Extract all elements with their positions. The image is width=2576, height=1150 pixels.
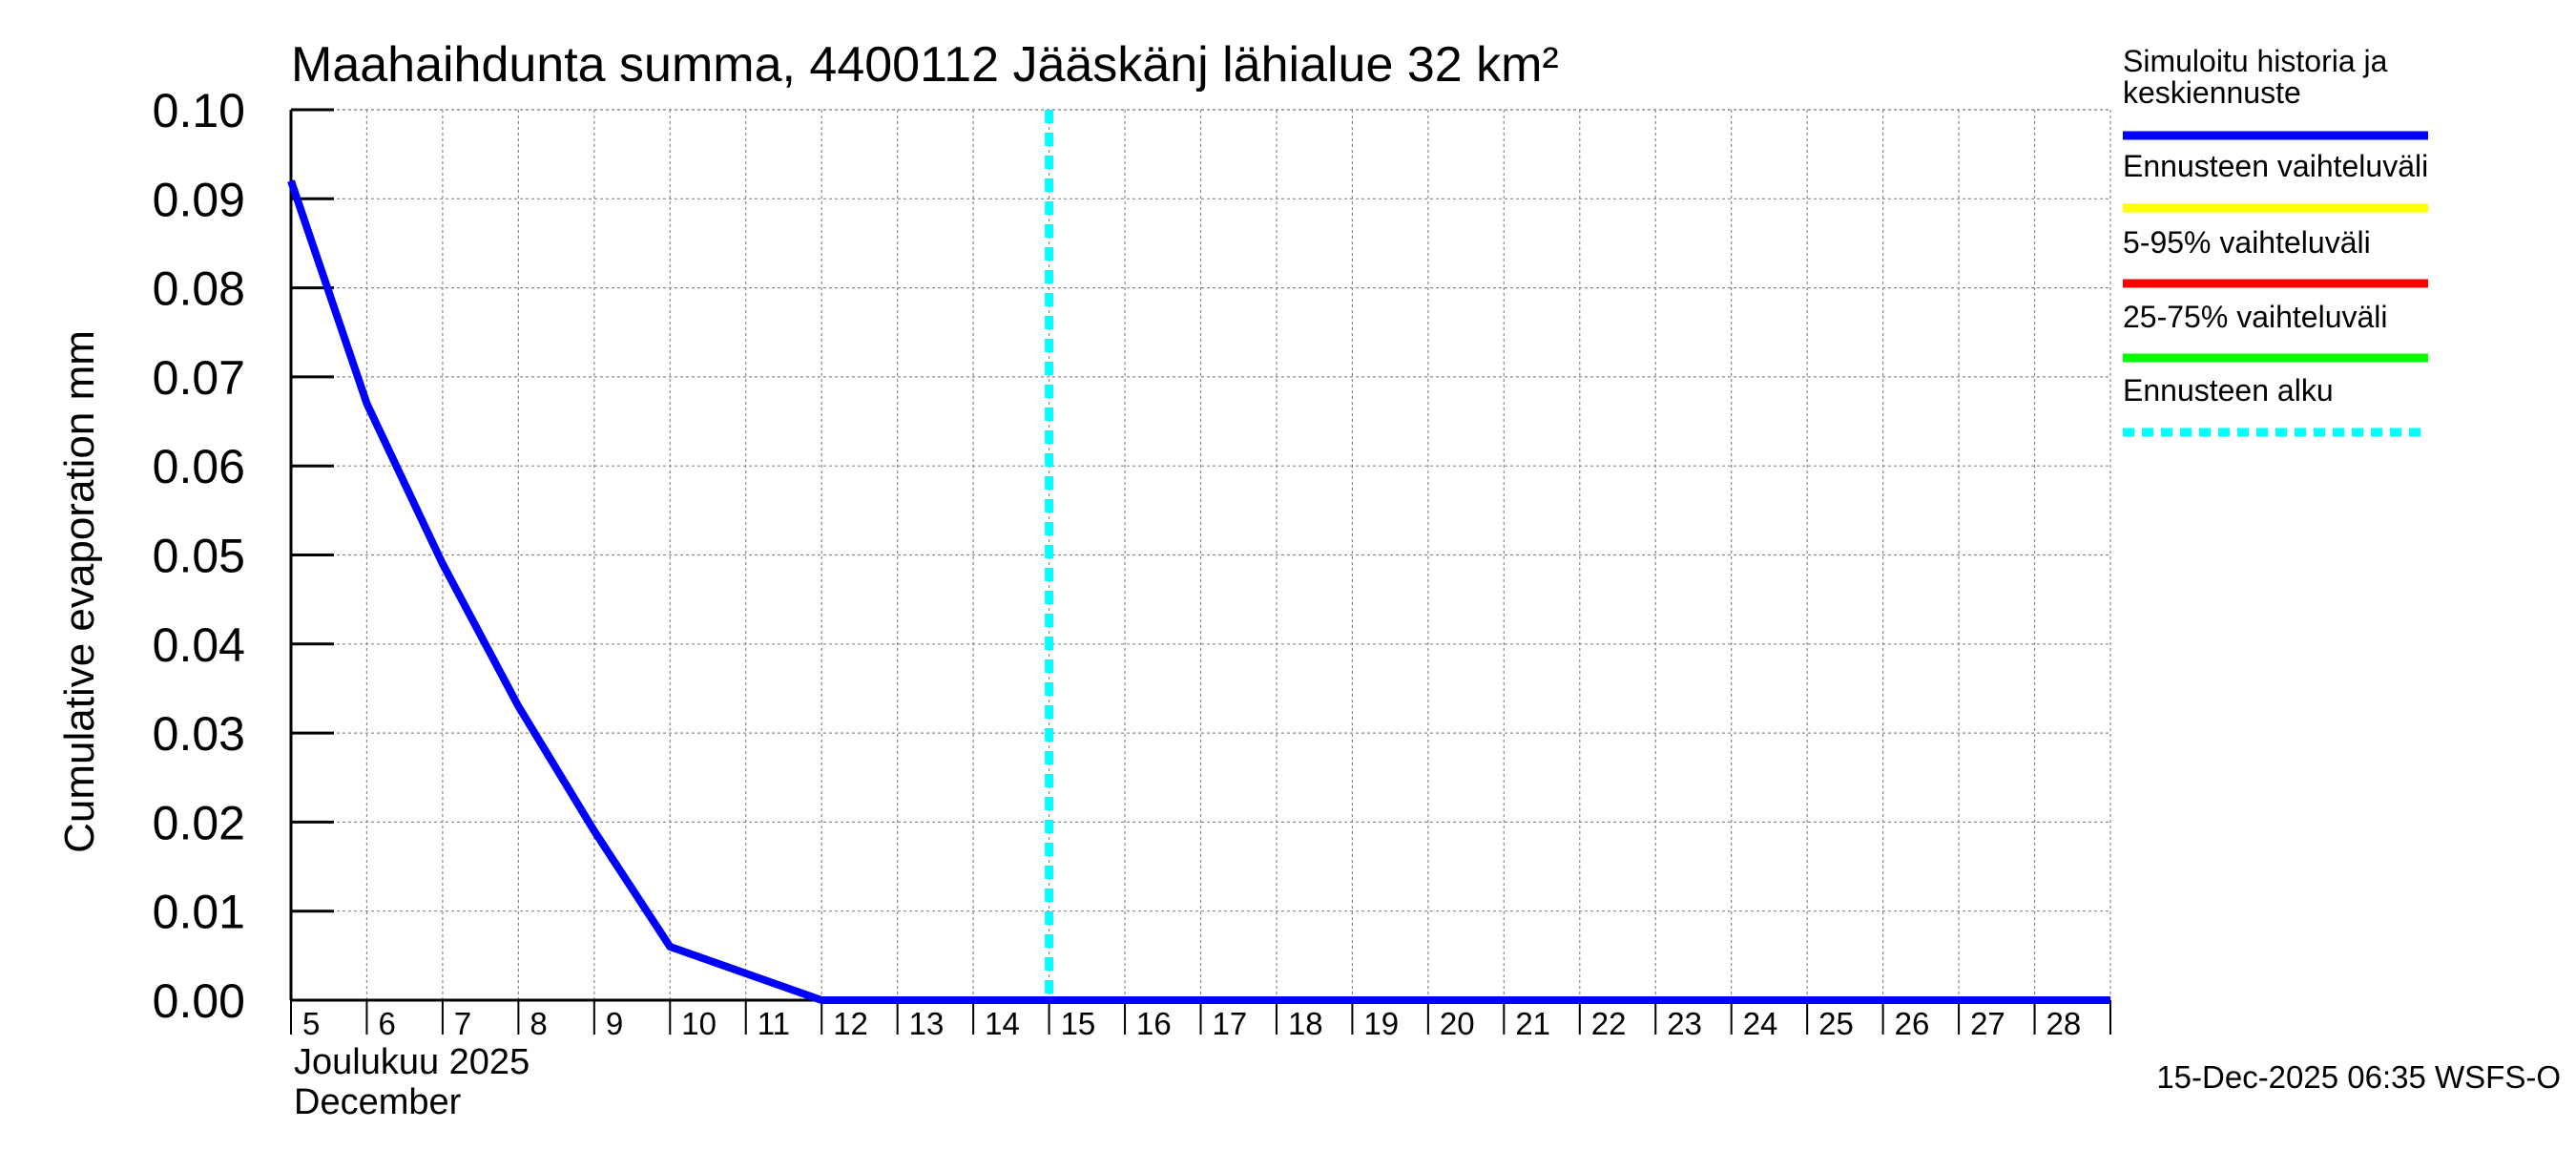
x-tick-label: 27 (1970, 1006, 2005, 1041)
y-tick-label: 0.01 (153, 886, 245, 939)
x-tick-label: 18 (1288, 1006, 1323, 1041)
y-tick-label: 0.03 (153, 707, 245, 761)
x-tick-label: 5 (302, 1006, 320, 1041)
x-axis-month-label: Joulukuu 2025 (294, 1042, 530, 1082)
x-tick-label: 10 (681, 1006, 717, 1041)
y-tick-label: 0.04 (153, 618, 245, 672)
x-tick-label: 15 (1061, 1006, 1096, 1041)
x-tick-label: 20 (1440, 1006, 1475, 1041)
x-tick-label: 13 (909, 1006, 945, 1041)
y-tick-label: 0.02 (153, 796, 245, 849)
legend-label: Simuloitu historia ja (2123, 44, 2388, 78)
timestamp-footer: 15-Dec-2025 06:35 WSFS-O (2156, 1059, 2561, 1095)
legend-label: keskiennuste (2123, 75, 2301, 110)
x-tick-label: 23 (1667, 1006, 1702, 1041)
y-tick-label: 0.05 (153, 530, 245, 583)
series-layer (287, 110, 2110, 1004)
x-tick-label: 8 (530, 1006, 547, 1041)
chart-title: Maahaihdunta summa, 4400112 Jääskänj läh… (291, 37, 1559, 93)
x-tick-label: 17 (1213, 1006, 1248, 1041)
legend-label: 5-95% vaihteluväli (2123, 225, 2371, 260)
x-tick-label: 9 (606, 1006, 623, 1041)
x-tick-label: 11 (758, 1006, 790, 1041)
x-tick-label: 26 (1895, 1006, 1930, 1041)
y-tick-label: 0.06 (153, 440, 245, 493)
x-axis-month-label-en: December (294, 1082, 462, 1122)
x-tick-label: 6 (378, 1006, 395, 1041)
legend-label: 25-75% vaihteluväli (2123, 300, 2388, 334)
y-tick-label: 0.09 (153, 173, 245, 226)
axis-ticks: 0.00 0.01 0.02 0.03 0.04 0.05 0.06 0.07 0.08 0.09… (153, 84, 2111, 1041)
x-tick-label: 24 (1743, 1006, 1778, 1041)
x-tick-label: 7 (454, 1006, 471, 1041)
x-tick-label: 28 (2046, 1006, 2082, 1041)
legend-label: Ennusteen vaihteluväli (2123, 149, 2428, 183)
x-tick-label: 22 (1591, 1006, 1627, 1041)
x-tick-label: 19 (1363, 1006, 1399, 1041)
x-tick-label: 25 (1818, 1006, 1854, 1041)
y-axis-label: Cumulative evaporation mm (56, 330, 103, 853)
y-tick-label: 0.10 (153, 84, 245, 137)
x-tick-label: 21 (1515, 1006, 1550, 1041)
x-tick-label: 14 (985, 1006, 1020, 1041)
grid (291, 109, 2111, 1000)
y-tick-label: 0.07 (153, 351, 245, 405)
legend-label: Ennusteen alku (2123, 373, 2334, 408)
x-tick-label: 16 (1136, 1006, 1172, 1041)
x-tick-label: 12 (833, 1006, 868, 1041)
y-tick-label: 0.00 (153, 974, 245, 1028)
series-line (287, 179, 2110, 1004)
y-tick-label: 0.08 (153, 262, 245, 316)
